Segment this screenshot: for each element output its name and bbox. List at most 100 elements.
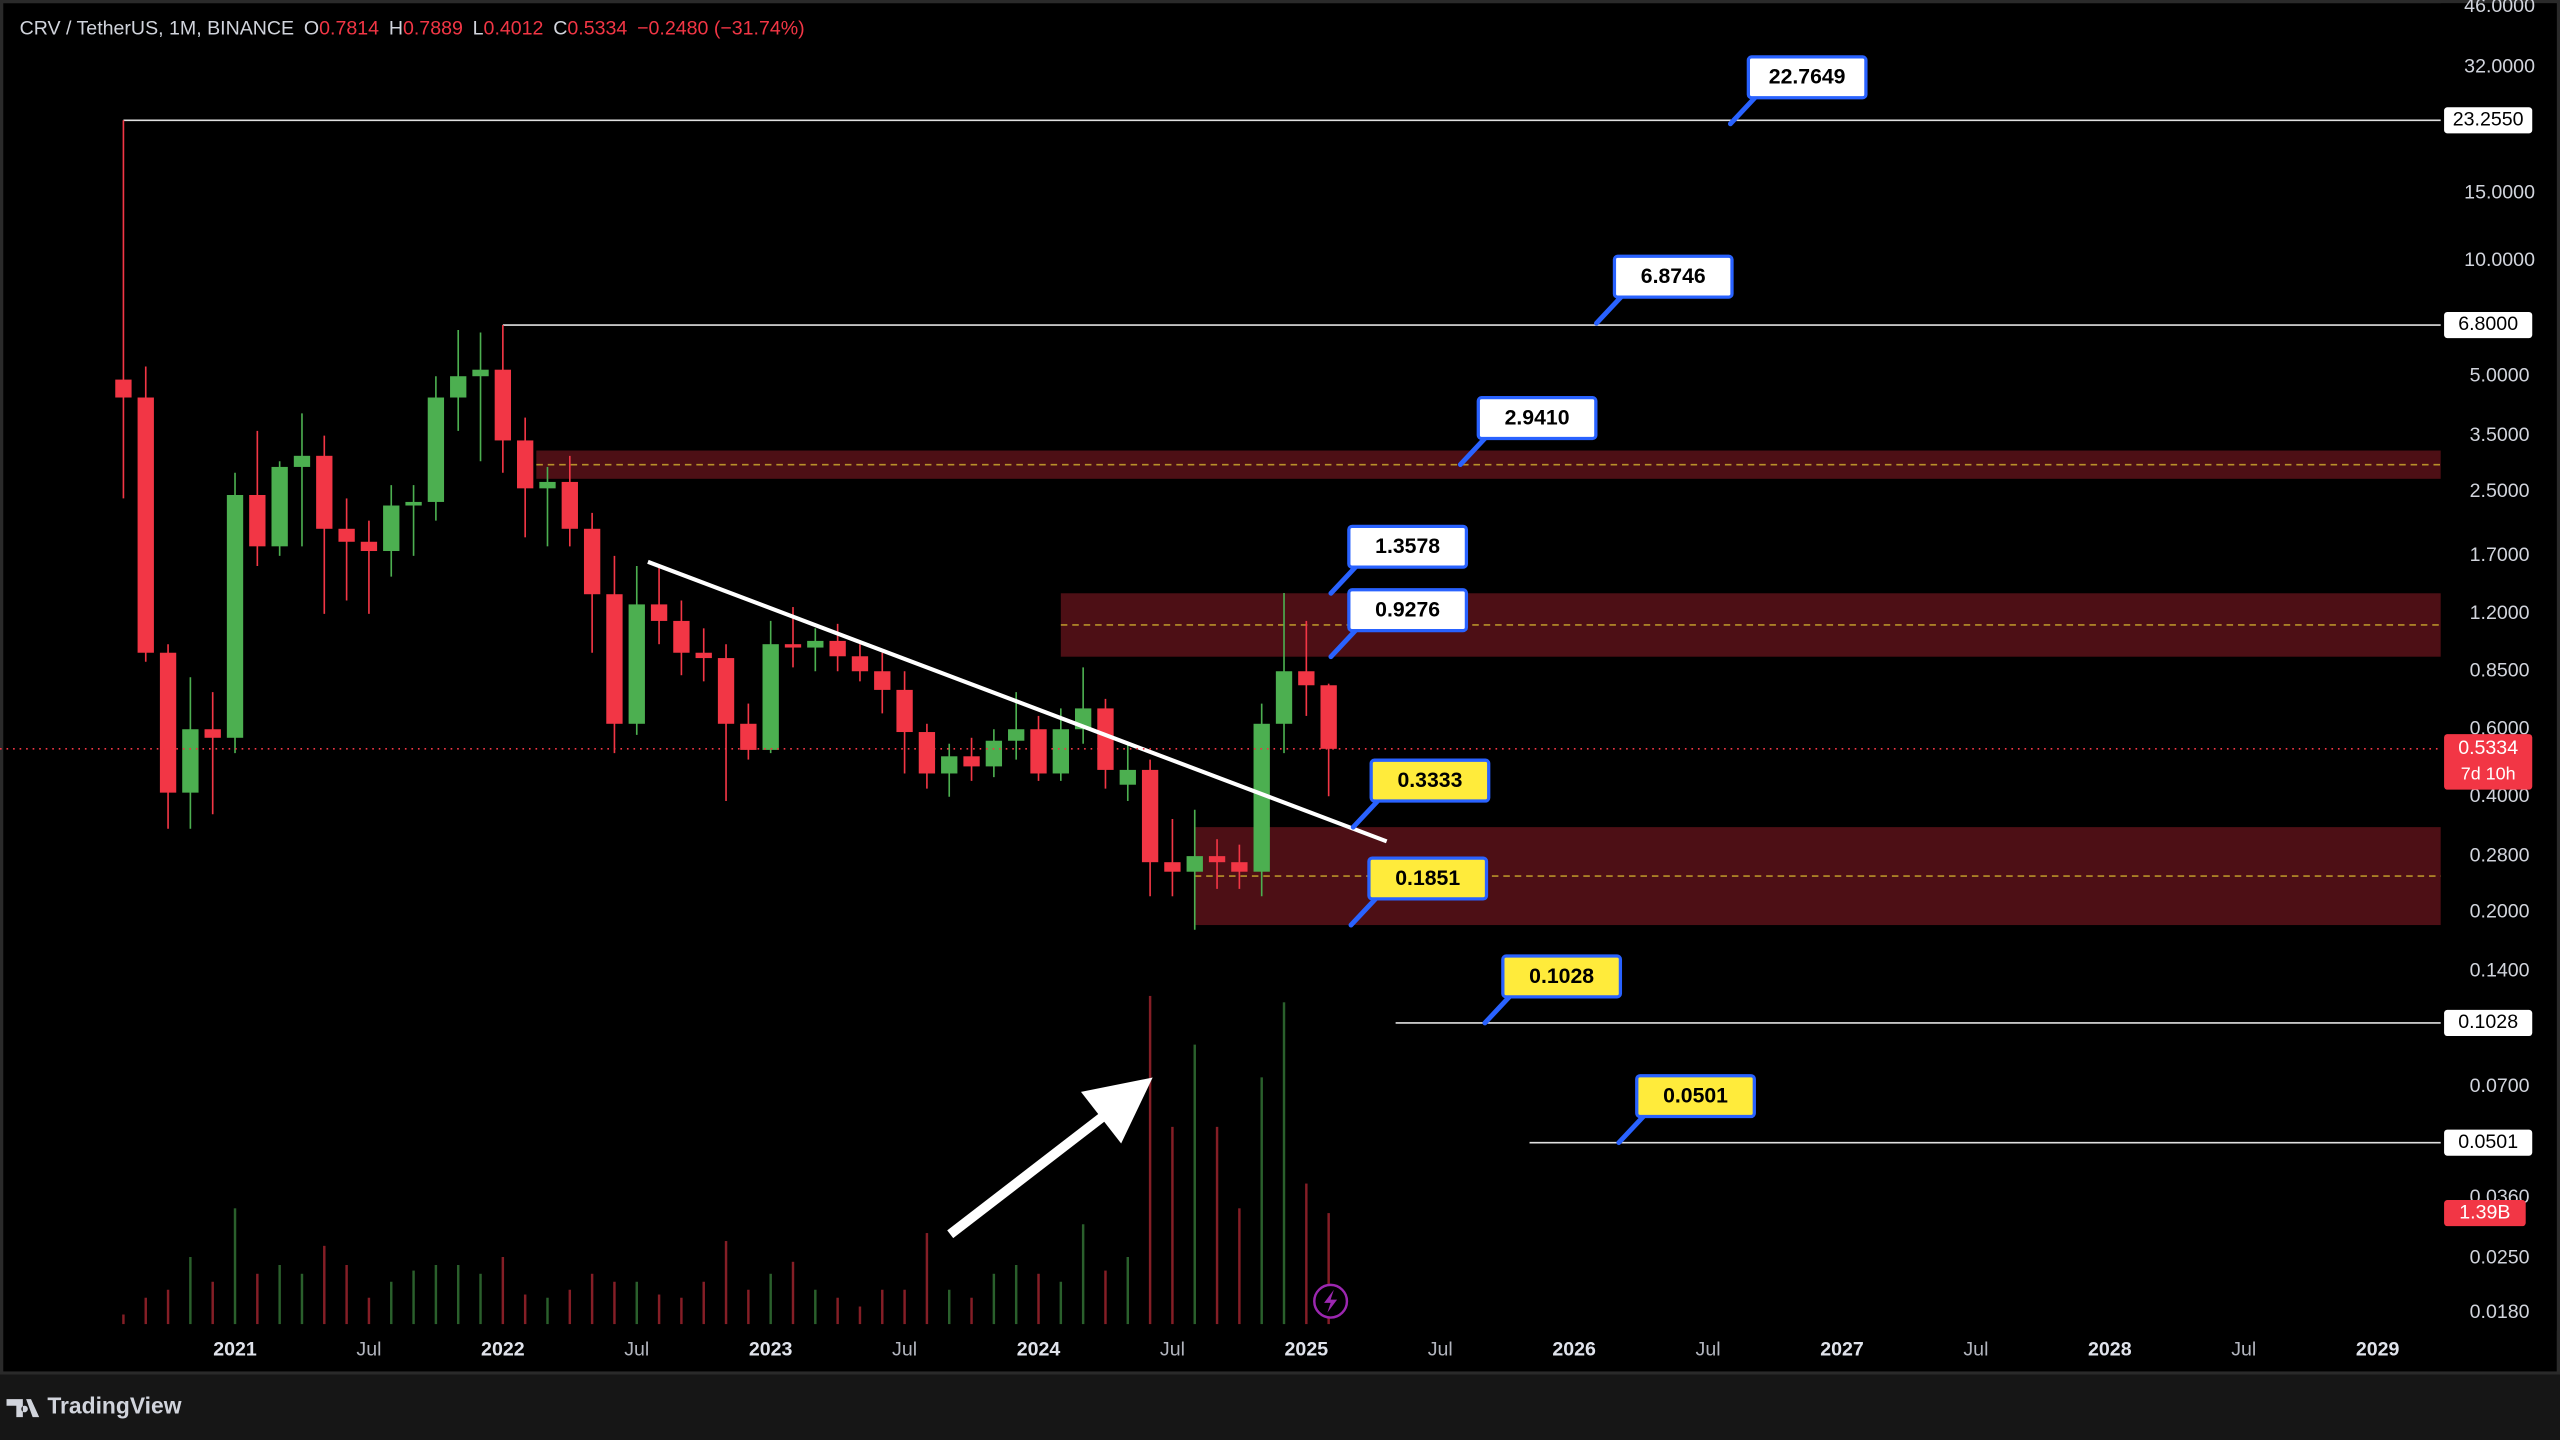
brand-logo[interactable]: [6, 1399, 40, 1418]
callout-box: [1347, 588, 1469, 633]
brand-name[interactable]: TradingView: [47, 1392, 181, 1418]
level-tag: [2444, 107, 2533, 134]
candle-body: [807, 640, 824, 648]
callout-pointer: [1594, 294, 1624, 326]
ohlc-value: 0.5334: [567, 18, 627, 40]
callout-label: 0.0501: [1663, 1085, 1728, 1108]
candle-body: [985, 740, 1003, 767]
callout-pointer: [1348, 896, 1378, 928]
callout-label: 22.7649: [1769, 66, 1846, 89]
volume-bar: [613, 1281, 616, 1325]
callout-label: 0.1851: [1395, 867, 1460, 890]
x-tick-label: Jul: [1963, 1338, 1988, 1360]
candle-body: [628, 604, 645, 724]
ohlc-label: L: [473, 18, 484, 40]
candle-body: [1231, 862, 1248, 872]
candle-body: [1208, 856, 1226, 863]
y-tick-label: 5.0000: [2470, 364, 2530, 386]
candle-body: [1119, 769, 1136, 785]
x-tick-label: 2022: [481, 1338, 525, 1360]
x-tick-label: 2024: [1017, 1338, 1061, 1360]
candle-body: [784, 644, 802, 648]
y-tick-label: 1.7000: [2470, 544, 2530, 566]
change: −0.2480 (−31.74%): [637, 18, 805, 40]
candle-body: [115, 379, 132, 398]
ohlc-value: 0.7889: [403, 18, 463, 40]
candle-body: [293, 455, 311, 467]
volume-bar: [881, 1289, 884, 1325]
y-tick-label: 32.0000: [2464, 55, 2535, 77]
candle-body: [360, 541, 378, 552]
volume-bar: [256, 1273, 259, 1325]
callout-pointer: [1328, 628, 1358, 660]
callout-box: [1746, 55, 1868, 100]
symbol-title: CRV / TetherUS, 1M, BINANCE: [20, 18, 295, 40]
candle-body: [829, 640, 846, 657]
volume-bar: [412, 1270, 415, 1325]
y-tick-label: 0.0250: [2470, 1247, 2530, 1269]
volume-bar: [568, 1289, 572, 1325]
y-tick-label: 10.0000: [2464, 249, 2535, 271]
volume-bar: [278, 1264, 281, 1325]
candle-body: [851, 656, 869, 672]
y-tick-label: 0.0700: [2470, 1075, 2530, 1097]
callout-box: [1635, 1074, 1756, 1119]
x-tick-label: Jul: [356, 1338, 381, 1360]
x-tick-label: Jul: [1160, 1338, 1185, 1360]
volume-bar: [814, 1289, 817, 1325]
callout-label: 0.1028: [1529, 965, 1594, 988]
candle-body: [1052, 729, 1069, 774]
candle-body: [427, 397, 445, 502]
volume-bar: [948, 1289, 951, 1325]
volume-bar: [791, 1261, 795, 1325]
y-tick-label: 0.2000: [2470, 900, 2530, 922]
volume-bar: [1193, 1044, 1196, 1325]
volume-bar: [456, 1264, 460, 1325]
arrow-head: [1080, 1077, 1153, 1144]
volume-bar: [1104, 1270, 1107, 1325]
volume-bar: [166, 1289, 170, 1325]
ohlc-label: H: [389, 18, 403, 40]
callout-label: 1.3578: [1375, 535, 1440, 558]
callout-box: [1476, 396, 1598, 441]
callout-box: [1501, 954, 1623, 999]
candle-body: [762, 644, 779, 750]
volume-bar: [903, 1289, 906, 1325]
candle-body: [874, 671, 891, 690]
volume-bar: [233, 1208, 237, 1325]
level-tag: [2444, 311, 2533, 339]
alert-bolt[interactable]: [1324, 1289, 1338, 1313]
candle-body: [159, 652, 177, 793]
volume-bar: [546, 1297, 549, 1325]
candle-body: [673, 620, 690, 653]
level-tag: [2444, 1129, 2533, 1156]
brand[interactable]: TradingView: [6, 1392, 182, 1418]
y-tick-label: 46.0000: [2464, 0, 2535, 17]
callout-label: 0.9276: [1375, 599, 1440, 622]
x-tick-label: Jul: [1428, 1338, 1453, 1360]
volume-bar: [300, 1273, 304, 1325]
y-tick-label: 0.6000: [2470, 717, 2530, 739]
volume-bar: [702, 1281, 705, 1325]
candle-body: [204, 729, 221, 738]
volume-bar: [1059, 1281, 1063, 1325]
volume-bar: [1282, 1002, 1286, 1325]
level-tag: [2444, 1009, 2533, 1037]
symbol-header: CRV / TetherUS, 1M, BINANCE O0.7814 H0.788…: [20, 18, 805, 40]
candle-body: [918, 732, 936, 774]
volume-bar: [1260, 1077, 1263, 1325]
volume-bar: [367, 1297, 371, 1325]
price-axis: [2440, 3, 2557, 1331]
callout-box: [1347, 524, 1469, 569]
volume-bar: [1215, 1126, 1219, 1325]
alert-icon[interactable]: [1313, 1283, 1349, 1319]
x-tick-label: Jul: [892, 1338, 917, 1360]
ohlc-value: 0.7814: [319, 18, 379, 40]
candle-body: [963, 756, 980, 767]
volume-tag-label: 1.39B: [2459, 1201, 2510, 1223]
arrow-shaft: [947, 1109, 1110, 1239]
candle-body: [941, 756, 958, 774]
x-tick-label: 2025: [1285, 1338, 1329, 1360]
